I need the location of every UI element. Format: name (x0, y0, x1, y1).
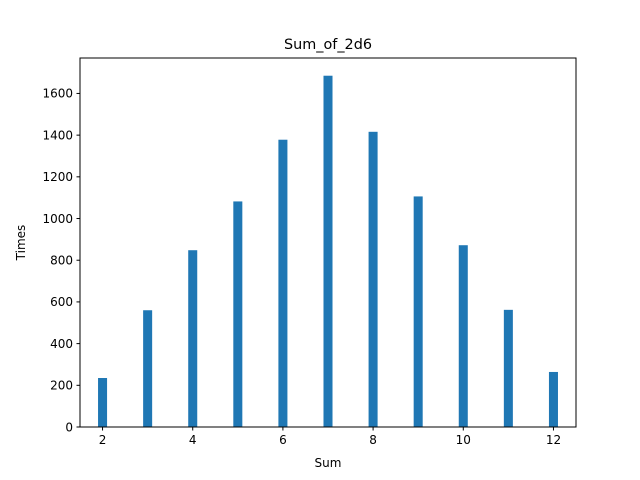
y-tick-label: 800 (50, 254, 73, 268)
chart-title: Sum_of_2d6 (284, 37, 372, 53)
x-axis: 2 4 6 8 10 12 (99, 427, 561, 447)
y-tick-label: 400 (50, 337, 73, 351)
y-axis-label: Times (14, 225, 28, 262)
bar-sum-9 (413, 196, 423, 427)
bar-sum-3 (143, 310, 153, 427)
x-tick-label: 6 (279, 433, 287, 447)
plot-frame (79, 57, 577, 428)
y-tick-label: 1000 (42, 212, 73, 226)
bar-sum-11 (503, 309, 513, 427)
bar-sum-2 (98, 378, 108, 427)
y-tick-label: 1200 (42, 170, 73, 184)
bar-sum-10 (458, 245, 468, 427)
y-tick-label: 1600 (42, 87, 73, 101)
bar-sum-6 (278, 139, 288, 427)
x-tick-label: 4 (189, 433, 197, 447)
x-tick-label: 2 (99, 433, 107, 447)
y-tick-label: 600 (50, 295, 73, 309)
y-axis: 0 200 400 600 800 1000 1200 1400 1600 (42, 87, 80, 434)
y-tick-label: 1400 (42, 128, 73, 142)
bar-sum-4 (188, 250, 198, 427)
x-axis-label: Sum (315, 456, 342, 470)
x-tick-label: 12 (546, 433, 561, 447)
x-tick-label: 10 (456, 433, 471, 447)
x-tick-label: 8 (369, 433, 377, 447)
bar-sum-5 (233, 201, 243, 427)
bar-sum-8 (368, 131, 378, 428)
bar-sum-12 (548, 371, 558, 427)
y-tick-label: 0 (65, 420, 73, 434)
bar-sum-7 (323, 75, 333, 427)
bars (98, 75, 558, 428)
y-tick-label: 200 (50, 379, 73, 393)
